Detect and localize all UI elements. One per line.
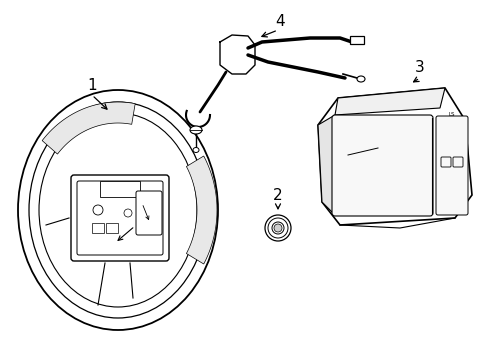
- Ellipse shape: [18, 90, 218, 330]
- FancyBboxPatch shape: [71, 175, 169, 261]
- FancyBboxPatch shape: [435, 116, 467, 215]
- Text: 3: 3: [414, 60, 424, 76]
- Text: 2: 2: [273, 189, 282, 203]
- Text: LS: LS: [448, 112, 454, 117]
- Polygon shape: [334, 88, 444, 115]
- Polygon shape: [186, 156, 217, 264]
- Polygon shape: [317, 115, 334, 215]
- Bar: [100, 181, 140, 197]
- FancyBboxPatch shape: [136, 191, 162, 235]
- Polygon shape: [317, 88, 471, 225]
- Circle shape: [264, 215, 290, 241]
- Bar: [106, 223, 118, 233]
- Polygon shape: [42, 102, 135, 154]
- Ellipse shape: [39, 113, 197, 307]
- FancyBboxPatch shape: [331, 115, 432, 216]
- Text: 1: 1: [87, 77, 97, 93]
- Ellipse shape: [29, 102, 206, 318]
- Ellipse shape: [190, 126, 202, 134]
- Ellipse shape: [356, 76, 364, 82]
- Ellipse shape: [193, 148, 199, 153]
- Text: 4: 4: [275, 14, 284, 30]
- Circle shape: [273, 224, 282, 232]
- Bar: [349, 36, 363, 44]
- Polygon shape: [220, 35, 254, 74]
- Bar: [92, 223, 104, 233]
